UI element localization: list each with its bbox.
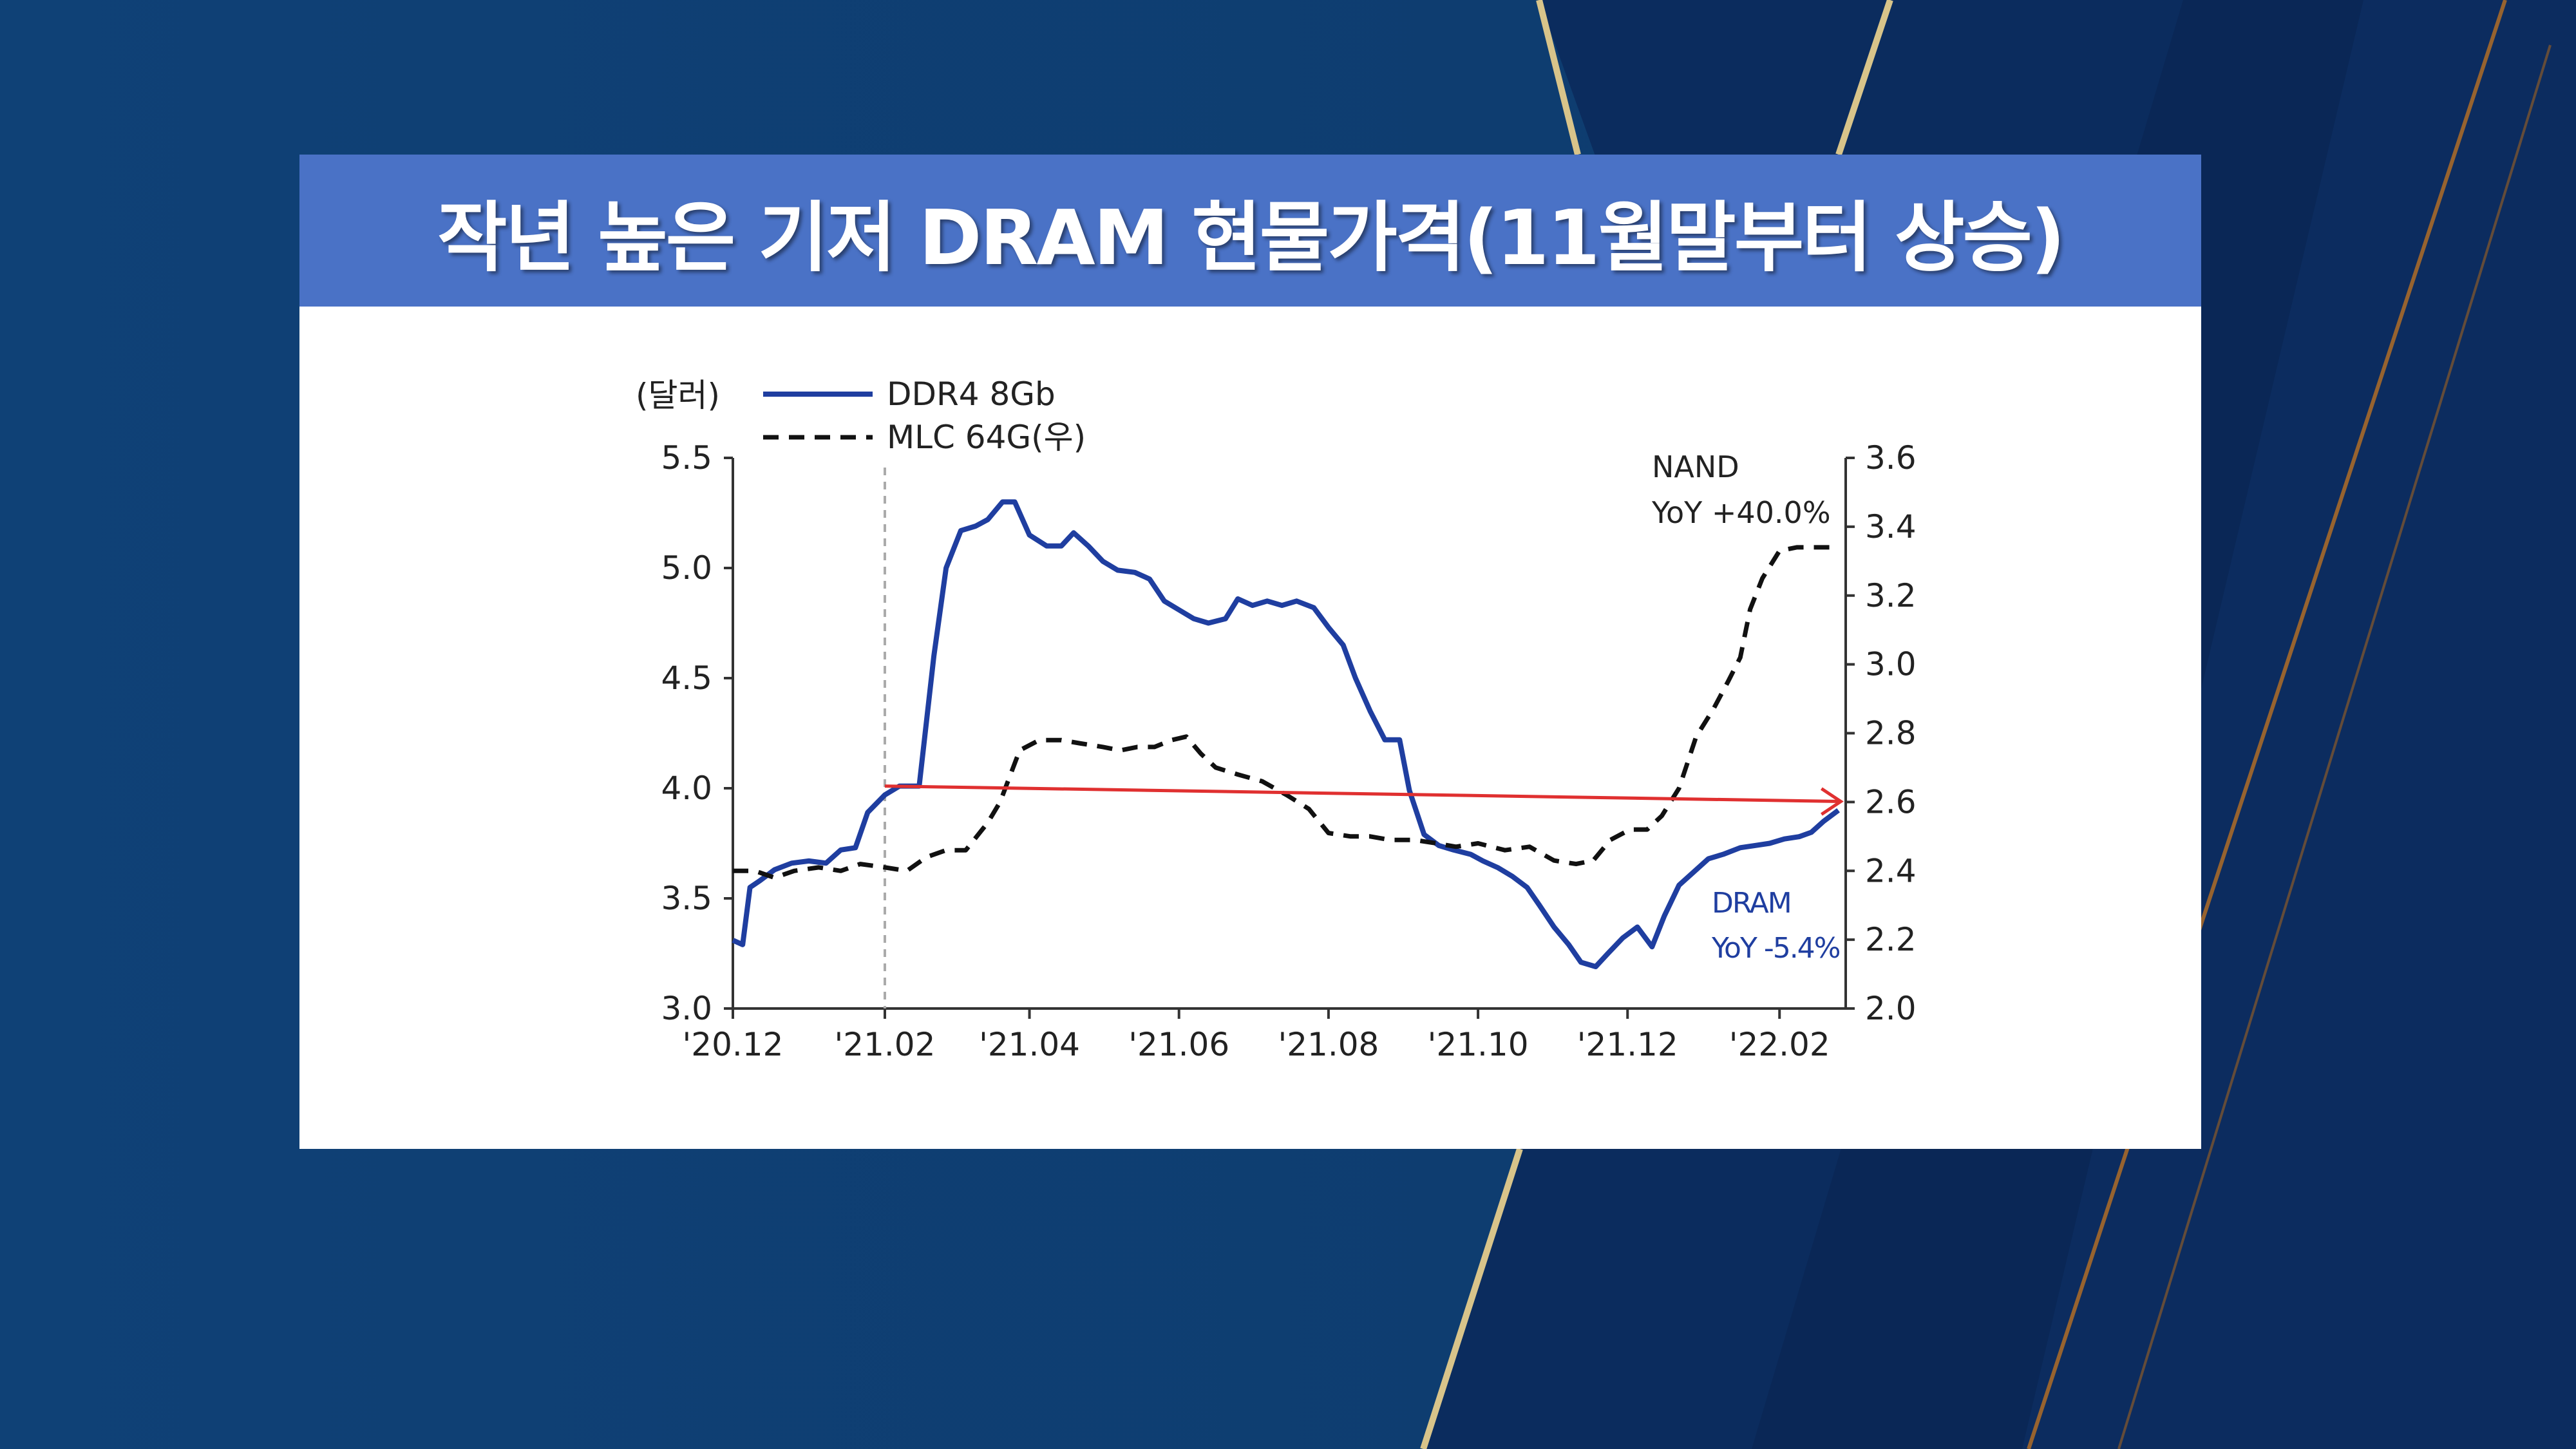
copper-stripe — [2117, 44, 2552, 1449]
y-right-tick-label: 2.8 — [1865, 715, 1917, 752]
x-tick-label: '20.12 — [683, 1026, 784, 1063]
y-right-tick-label: 2.4 — [1865, 852, 1917, 889]
nand-annotation-yoy: YoY +40.0% — [1651, 495, 1831, 530]
trend-arrowhead — [1821, 787, 1844, 816]
series-line-mlc-64g — [733, 545, 1839, 880]
x-tick-label: '21.08 — [1278, 1026, 1379, 1063]
x-tick-label: '22.02 — [1729, 1026, 1830, 1063]
y-right-tick-label: 3.6 — [1865, 439, 1917, 477]
page-title: 작년 높은 기저 DRAM 현물가격(11월말부터 상승) — [437, 193, 2065, 282]
dram-annotation-label: DRAM — [1712, 887, 1791, 920]
y-right-tick-label: 2.2 — [1865, 921, 1917, 958]
gold-stripe — [1420, 1148, 1523, 1449]
x-tick-label: '21.04 — [979, 1026, 1080, 1063]
y-right-tick-label: 2.6 — [1865, 783, 1917, 820]
trend-arrow-line — [884, 784, 1841, 804]
x-tick-label: '21.12 — [1577, 1026, 1678, 1063]
gold-stripe — [1835, 0, 1893, 156]
series-line-ddr4-8gb — [732, 499, 1840, 969]
legend-label: MLC 64G(우) — [887, 419, 1086, 456]
x-tick-label: '21.10 — [1428, 1026, 1529, 1063]
y-left-unit-label: (달러) — [636, 377, 720, 414]
y-right-tick-label: 3.4 — [1865, 508, 1917, 545]
line-chart: 3.0 3.5 4.0 4.5 5.0 5.5 2.0 2.2 2.4 2.6 2.8 3.0 3.2 3… — [636, 375, 1917, 1063]
y-left-tick-label: 4.5 — [661, 659, 712, 697]
y-right-tick-label: 2.0 — [1865, 990, 1917, 1027]
y-left-tick-label: 4.0 — [661, 770, 712, 807]
y-left-tick-label: 5.5 — [661, 439, 712, 477]
nand-annotation-label: NAND — [1652, 450, 1739, 484]
y-left-tick-label: 3.0 — [661, 990, 712, 1027]
x-tick-label: '21.02 — [835, 1026, 936, 1063]
y-right-tick-label: 3.0 — [1865, 646, 1917, 683]
dram-annotation-yoy: YoY -5.4% — [1711, 932, 1840, 965]
y-left-tick-label: 3.5 — [661, 880, 712, 917]
legend-label: DDR4 8Gb — [887, 375, 1056, 413]
y-left-tick-label: 5.0 — [661, 549, 712, 587]
gold-stripe — [1536, 0, 1581, 156]
chart-panel: 3.0 3.5 4.0 4.5 5.0 5.5 2.0 2.2 2.4 2.6 2.8 3.0 3.2 3… — [299, 307, 2201, 1149]
y-right-tick-label: 3.2 — [1865, 577, 1917, 614]
copper-stripe — [2027, 0, 2507, 1449]
x-tick-label: '21.06 — [1128, 1026, 1229, 1063]
title-bar: 작년 높은 기저 DRAM 현물가격(11월말부터 상승) — [299, 155, 2201, 307]
